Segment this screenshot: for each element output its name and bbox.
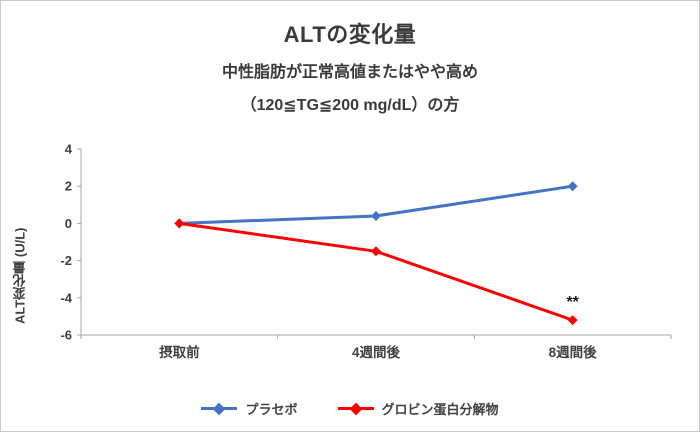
diamond-marker-icon — [567, 315, 578, 326]
y-tick-label: -6 — [60, 328, 72, 343]
y-tick-label: 4 — [65, 142, 73, 157]
diamond-marker-icon — [213, 402, 226, 415]
diamond-marker-icon — [174, 218, 185, 229]
diamond-marker-icon — [567, 181, 578, 192]
legend-item-placebo[interactable]: プラセボ — [201, 399, 298, 418]
y-tick-label: -4 — [60, 290, 72, 305]
diamond-marker-icon — [349, 402, 362, 415]
diamond-marker-icon — [371, 246, 381, 257]
y-axis-title: ALT変化量 (U/L) — [12, 227, 28, 325]
legend-item-globin[interactable]: グロビン蛋白分解物 — [337, 399, 499, 418]
chart-subtitle-line1: 中性脂肪が正常高値またはやや高め — [221, 64, 478, 81]
legend-label-placebo: プラセボ — [245, 402, 298, 417]
x-category-label: 4週間後 — [352, 344, 401, 360]
legend-line-globin — [337, 402, 374, 415]
legend-line-placebo — [201, 402, 238, 415]
legend-label-globin: グロビン蛋白分解物 — [381, 402, 499, 417]
x-category-label: 8週間後 — [549, 344, 598, 360]
diamond-marker-icon — [371, 210, 381, 221]
y-tick-label: 0 — [65, 216, 72, 231]
chart-title: ALTの変化量 — [283, 22, 417, 47]
chart-subtitle-line2: （120≦TG≦200 mg/dL）の方 — [240, 97, 460, 114]
series-line — [177, 221, 575, 322]
significance-annotation: ** — [566, 294, 579, 311]
y-tick-label: -2 — [60, 253, 72, 268]
chart-area: ALT変化量 (U/L) 4 2 0 -2 -4 -6 摂取前 4週間後 8週間後 ** — [7, 137, 695, 385]
legend: プラセボ グロビン蛋白分解物 — [1, 399, 699, 418]
y-tick-label: 2 — [65, 179, 72, 194]
chart-header: ALTの変化量 中性脂肪が正常高値またはやや高め （120≦TG≦200 mg/… — [1, 1, 699, 115]
line-chart: 4 2 0 -2 -4 -6 摂取前 4週間後 8週間後 ** — [60, 142, 672, 360]
x-category-label: 摂取前 — [159, 344, 200, 360]
